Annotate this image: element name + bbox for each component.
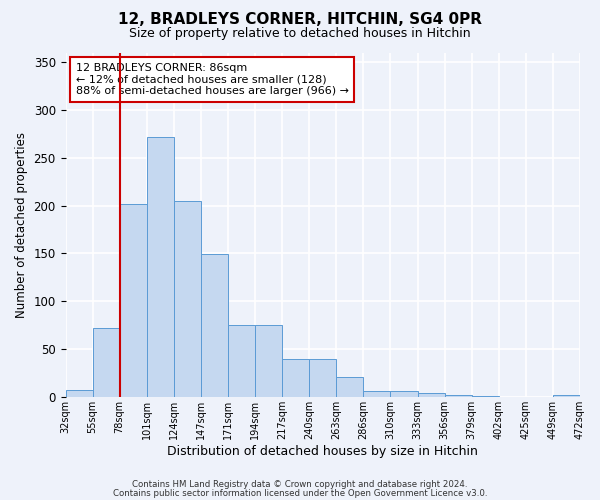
Text: Size of property relative to detached houses in Hitchin: Size of property relative to detached ho…: [129, 28, 471, 40]
Bar: [92, 328, 119, 397]
Bar: [174, 200, 201, 397]
Bar: [282, 358, 309, 397]
Bar: [309, 358, 337, 397]
Text: 12, BRADLEYS CORNER, HITCHIN, SG4 0PR: 12, BRADLEYS CORNER, HITCHIN, SG4 0PR: [118, 12, 482, 28]
Bar: [119, 204, 147, 397]
Bar: [201, 254, 228, 397]
Text: Contains public sector information licensed under the Open Government Licence v3: Contains public sector information licen…: [113, 488, 487, 498]
Bar: [445, 395, 472, 397]
Text: 12 BRADLEYS CORNER: 86sqm
← 12% of detached houses are smaller (128)
88% of semi: 12 BRADLEYS CORNER: 86sqm ← 12% of detac…: [76, 63, 349, 96]
Bar: [418, 393, 445, 397]
Bar: [337, 376, 364, 397]
Bar: [364, 391, 391, 397]
Bar: [255, 325, 282, 397]
Bar: [553, 395, 580, 397]
Bar: [65, 390, 92, 397]
Bar: [147, 136, 174, 397]
Bar: [472, 396, 499, 397]
Y-axis label: Number of detached properties: Number of detached properties: [15, 132, 28, 318]
X-axis label: Distribution of detached houses by size in Hitchin: Distribution of detached houses by size …: [167, 444, 478, 458]
Bar: [391, 391, 418, 397]
Text: Contains HM Land Registry data © Crown copyright and database right 2024.: Contains HM Land Registry data © Crown c…: [132, 480, 468, 489]
Bar: [228, 325, 255, 397]
